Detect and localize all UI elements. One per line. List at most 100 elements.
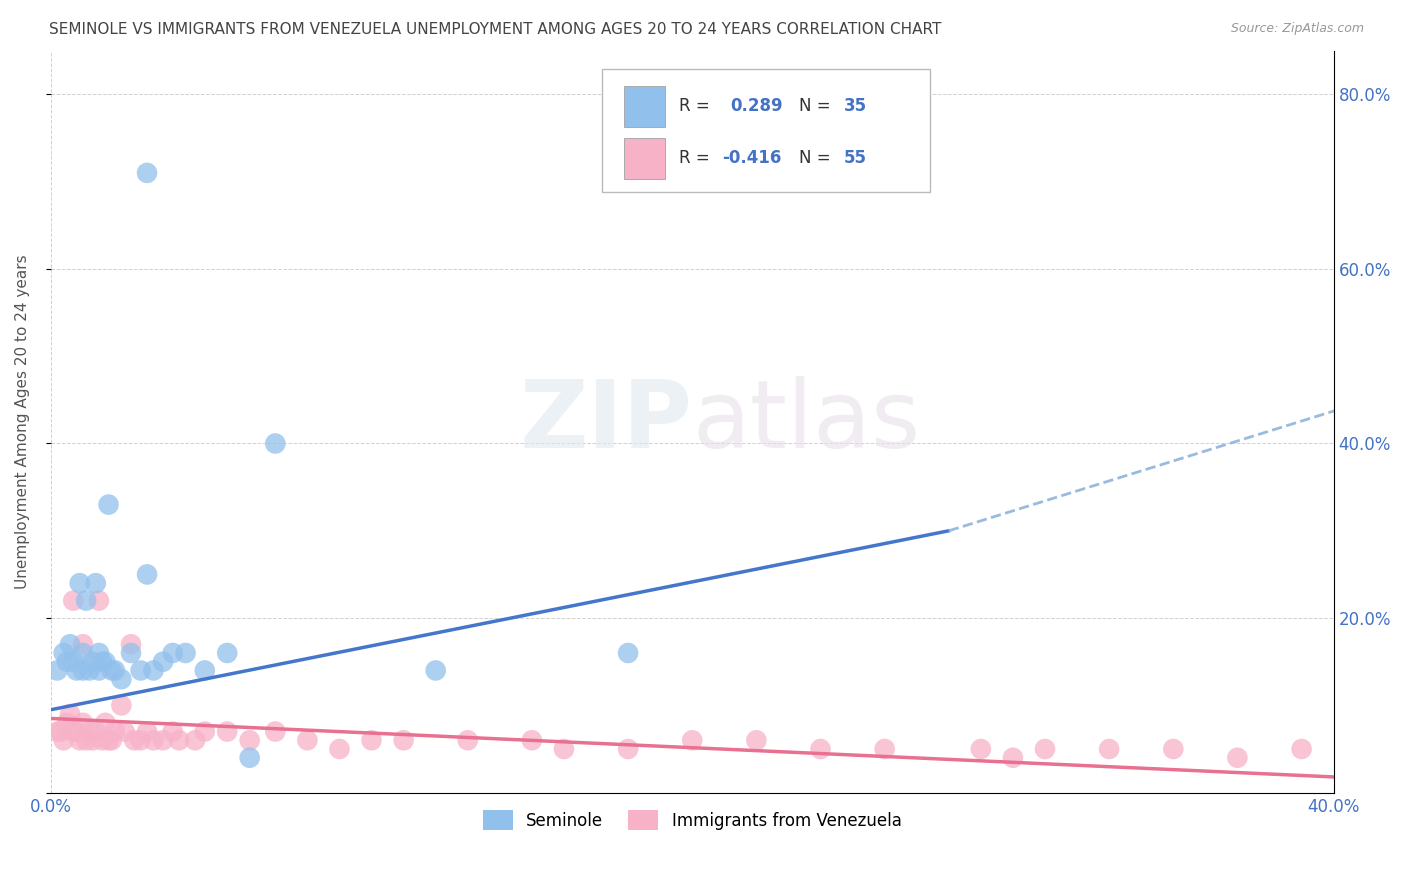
Point [239,733,262,747]
FancyBboxPatch shape [602,70,929,192]
Point [72,637,94,651]
Point [520,733,543,747]
Point [167,733,190,747]
Point [69,733,91,747]
Point [970,742,993,756]
Point [87,593,110,607]
Point [810,742,832,756]
Point [79,724,101,739]
Point [745,733,768,747]
Point [1001,750,1024,764]
Point [122,733,145,747]
Point [1161,742,1184,756]
Point [72,715,94,730]
Point [82,733,104,747]
Text: Source: ZipAtlas.com: Source: ZipAtlas.com [1230,22,1364,36]
Point [264,436,287,450]
Point [129,733,152,747]
Point [104,724,127,739]
Text: R =: R = [679,97,716,115]
Point [97,498,120,512]
Point [617,646,640,660]
Y-axis label: Unemployment Among Ages 20 to 24 years: Unemployment Among Ages 20 to 24 years [15,254,30,589]
Point [1226,750,1249,764]
Point [360,733,382,747]
Point [72,646,94,660]
Point [152,733,174,747]
Point [91,655,114,669]
Point [1098,742,1121,756]
Text: N =: N = [799,97,835,115]
Point [114,724,136,739]
Text: N =: N = [799,149,835,168]
Point [82,655,104,669]
Point [97,733,120,747]
Point [94,655,117,669]
Point [184,733,207,747]
Text: ZIP: ZIP [519,376,692,467]
Point [62,593,84,607]
Point [873,742,896,756]
Text: R =: R = [679,149,716,168]
FancyBboxPatch shape [624,138,665,178]
Point [136,567,159,582]
Point [59,637,82,651]
Point [87,646,110,660]
Text: 0.289: 0.289 [731,97,783,115]
Point [87,664,110,678]
Point [65,724,87,739]
Point [62,724,84,739]
Point [75,733,97,747]
Point [194,664,217,678]
Point [239,750,262,764]
Point [1033,742,1056,756]
Point [110,698,132,713]
Point [65,664,87,678]
Point [217,646,239,660]
Point [162,646,184,660]
Point [194,724,217,739]
Point [79,664,101,678]
Point [100,733,122,747]
Point [94,715,117,730]
Point [617,742,640,756]
Text: -0.416: -0.416 [721,149,782,168]
Point [75,593,97,607]
FancyBboxPatch shape [624,86,665,127]
Point [100,664,122,678]
Point [52,646,75,660]
Point [84,724,107,739]
Point [72,664,94,678]
Point [425,664,447,678]
Point [110,672,132,686]
Point [56,715,79,730]
Point [69,576,91,591]
Point [1291,742,1313,756]
Point [162,724,184,739]
Point [264,724,287,739]
Point [120,646,142,660]
Point [56,655,79,669]
Legend: Seminole, Immigrants from Venezuela: Seminole, Immigrants from Venezuela [477,804,908,837]
Point [49,724,72,739]
Point [217,724,239,739]
Point [142,733,165,747]
Point [59,707,82,722]
Text: atlas: atlas [692,376,921,467]
Point [104,664,127,678]
Point [52,733,75,747]
Point [84,576,107,591]
Point [553,742,575,756]
Point [297,733,319,747]
Text: 55: 55 [844,149,866,168]
Point [129,664,152,678]
Point [152,655,174,669]
Point [136,166,159,180]
Point [681,733,703,747]
Point [91,733,114,747]
Point [120,637,142,651]
Point [174,646,197,660]
Point [142,664,165,678]
Point [62,655,84,669]
Point [136,724,159,739]
